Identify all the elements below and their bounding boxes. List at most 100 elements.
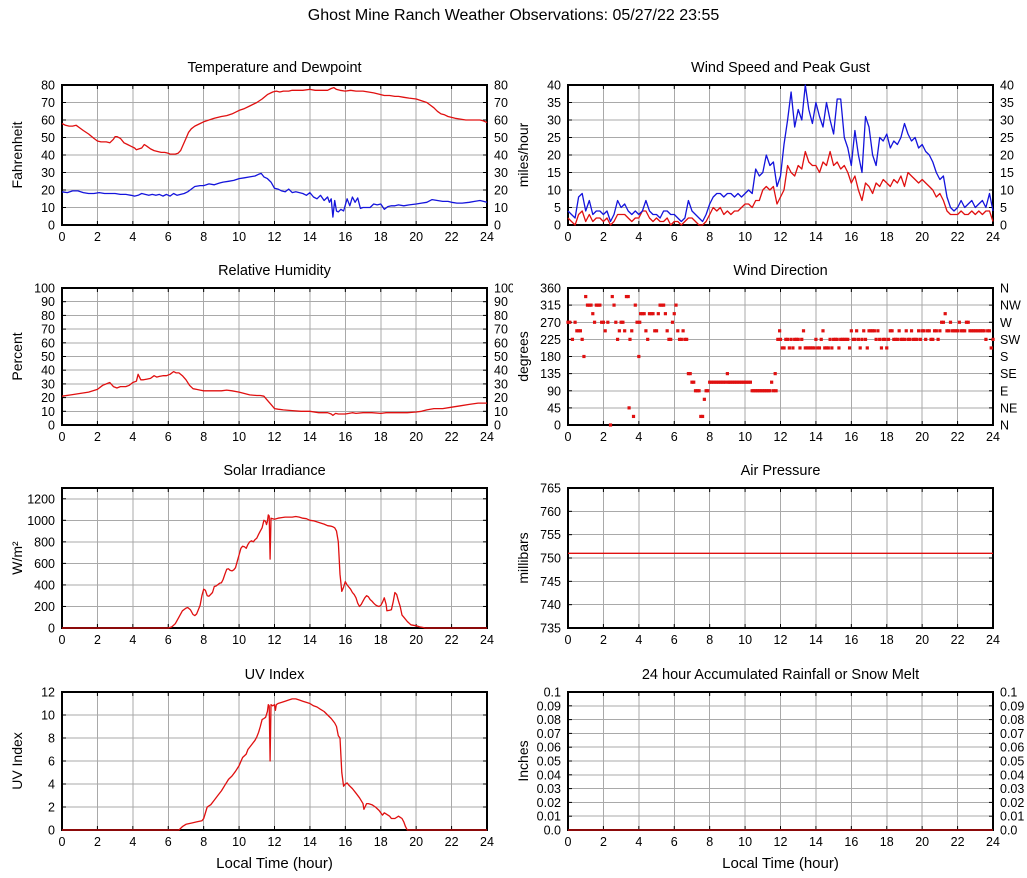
svg-text:735: 735 xyxy=(540,622,561,636)
svg-text:6: 6 xyxy=(671,835,678,849)
svg-text:0: 0 xyxy=(48,622,55,636)
svg-text:270: 270 xyxy=(540,316,561,330)
svg-text:10: 10 xyxy=(232,230,246,244)
svg-text:10: 10 xyxy=(547,184,561,198)
svg-text:40: 40 xyxy=(494,364,508,378)
svg-text:18: 18 xyxy=(880,633,894,647)
svg-text:10: 10 xyxy=(738,430,752,444)
svg-text:22: 22 xyxy=(951,633,965,647)
svg-text:12: 12 xyxy=(774,230,788,244)
svg-text:12: 12 xyxy=(774,633,788,647)
svg-text:0.05: 0.05 xyxy=(1000,755,1024,769)
series-wind_speed xyxy=(567,150,994,226)
svg-text:N: N xyxy=(1000,282,1009,296)
svg-text:16: 16 xyxy=(338,430,352,444)
svg-text:4: 4 xyxy=(635,430,642,444)
svg-text:8: 8 xyxy=(200,835,207,849)
svg-text:70: 70 xyxy=(41,323,55,337)
svg-text:4: 4 xyxy=(129,430,136,444)
svg-text:50: 50 xyxy=(41,131,55,145)
chart-title: Wind Direction xyxy=(733,263,827,279)
svg-text:15: 15 xyxy=(1000,166,1014,180)
svg-text:600: 600 xyxy=(34,557,55,571)
chart-temperature-dewpoint: 0 2 4 6 8 10 12 14 16 18 20 22 24 0 10 20 30 40 50 60 70 80 0 1… xyxy=(0,45,513,250)
svg-text:360: 360 xyxy=(540,282,561,296)
svg-text:20: 20 xyxy=(494,184,508,198)
svg-text:90: 90 xyxy=(547,384,561,398)
svg-text:0: 0 xyxy=(565,230,572,244)
svg-text:0.03: 0.03 xyxy=(537,782,561,796)
svg-text:750: 750 xyxy=(540,552,561,566)
svg-text:18: 18 xyxy=(880,430,894,444)
series-wind_direction xyxy=(566,294,995,427)
svg-text:755: 755 xyxy=(540,528,561,542)
svg-text:25: 25 xyxy=(1000,131,1014,145)
svg-text:22: 22 xyxy=(445,430,459,444)
svg-text:6: 6 xyxy=(671,633,678,647)
svg-text:60: 60 xyxy=(494,114,508,128)
svg-text:20: 20 xyxy=(915,230,929,244)
svg-text:0: 0 xyxy=(1000,219,1007,233)
svg-text:0.02: 0.02 xyxy=(1000,796,1024,810)
svg-text:10: 10 xyxy=(232,835,246,849)
svg-text:0: 0 xyxy=(59,633,66,647)
svg-text:24: 24 xyxy=(480,633,494,647)
svg-text:740: 740 xyxy=(540,598,561,612)
svg-text:315: 315 xyxy=(540,299,561,313)
svg-text:22: 22 xyxy=(951,230,965,244)
svg-text:S: S xyxy=(1000,350,1008,364)
rainfall-plot: 0 2 4 6 8 10 12 14 16 18 20 22 240.00.010.020.030.04… xyxy=(515,667,1024,872)
temperature-dewpoint-plot: 0 2 4 6 8 10 12 14 16 18 20 22 240102030405060708001… xyxy=(9,60,508,244)
svg-text:4: 4 xyxy=(129,835,136,849)
svg-text:4: 4 xyxy=(635,633,642,647)
svg-text:80: 80 xyxy=(41,79,55,93)
svg-text:N: N xyxy=(1000,419,1009,433)
svg-text:0: 0 xyxy=(48,419,55,433)
chart-title: Solar Irradiance xyxy=(223,463,325,479)
svg-text:10: 10 xyxy=(738,230,752,244)
svg-text:0: 0 xyxy=(48,219,55,233)
svg-text:0.1: 0.1 xyxy=(544,686,561,700)
svg-text:0.01: 0.01 xyxy=(537,810,561,824)
svg-text:22: 22 xyxy=(445,230,459,244)
svg-text:30: 30 xyxy=(1000,114,1014,128)
svg-text:18: 18 xyxy=(374,633,388,647)
svg-text:80: 80 xyxy=(494,79,508,93)
svg-text:20: 20 xyxy=(41,391,55,405)
series-temperature xyxy=(61,86,488,155)
svg-text:745: 745 xyxy=(540,575,561,589)
svg-text:0: 0 xyxy=(494,219,501,233)
svg-text:45: 45 xyxy=(547,401,561,415)
svg-text:16: 16 xyxy=(844,430,858,444)
chart-relative-humidity: 0 2 4 6 8 10 12 14 16 18 20 22 24 0 10 20 30 40 50 60 70 80 90… xyxy=(0,250,515,450)
wind-speed-gust-plot: 0 2 4 6 8 10 12 14 16 18 20 22 240510152025303540051… xyxy=(515,60,1014,244)
svg-text:2: 2 xyxy=(600,230,607,244)
svg-text:22: 22 xyxy=(445,835,459,849)
svg-text:14: 14 xyxy=(809,835,823,849)
svg-text:10: 10 xyxy=(232,633,246,647)
svg-text:14: 14 xyxy=(809,633,823,647)
svg-text:8: 8 xyxy=(200,430,207,444)
svg-text:16: 16 xyxy=(338,835,352,849)
svg-text:24: 24 xyxy=(480,835,494,849)
svg-text:16: 16 xyxy=(338,230,352,244)
svg-text:90: 90 xyxy=(494,295,508,309)
svg-text:40: 40 xyxy=(41,149,55,163)
svg-text:16: 16 xyxy=(338,633,352,647)
svg-text:35: 35 xyxy=(1000,96,1014,110)
svg-text:20: 20 xyxy=(409,230,423,244)
svg-text:60: 60 xyxy=(41,336,55,350)
svg-text:4: 4 xyxy=(635,835,642,849)
svg-text:12: 12 xyxy=(268,835,282,849)
series-peak_gust xyxy=(567,84,994,223)
chart-air-pressure: 0 2 4 6 8 10 12 14 16 18 20 22 24 735 740 745 750 755 760 7… xyxy=(513,450,1027,655)
y-axis-label: Percent xyxy=(9,332,25,380)
svg-text:18: 18 xyxy=(880,230,894,244)
svg-text:0: 0 xyxy=(565,835,572,849)
series-dewpoint xyxy=(61,172,488,218)
svg-text:10: 10 xyxy=(738,633,752,647)
svg-text:0: 0 xyxy=(48,824,55,838)
svg-text:40: 40 xyxy=(41,364,55,378)
svg-text:2: 2 xyxy=(94,430,101,444)
